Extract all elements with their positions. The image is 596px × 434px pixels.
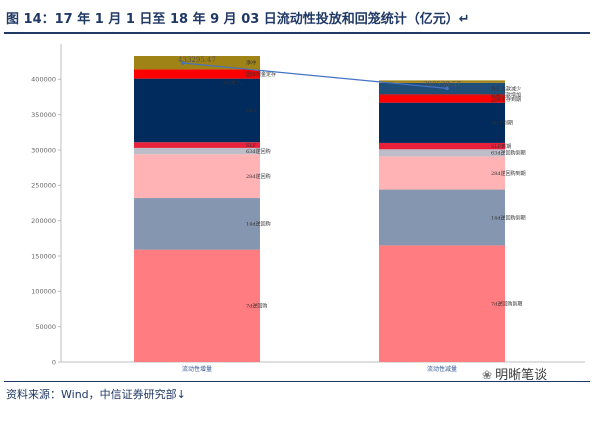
segment-label: 国库现金定存	[246, 71, 276, 78]
segment-label: 14d逆回购	[246, 221, 271, 228]
segment-label: 14d逆回购到期	[491, 214, 526, 221]
y-tick-label: 400000	[31, 76, 56, 84]
bar-segment-0-3	[134, 147, 260, 155]
bar-segment-1-6	[379, 95, 505, 103]
segment-label: 国库定存到期	[491, 96, 521, 103]
segment-label: 28d逆回购	[246, 173, 271, 180]
segment-label: SLF	[246, 143, 257, 149]
connector-line	[182, 62, 448, 89]
bar-segment-1-5	[379, 102, 505, 143]
bar-segment-1-2	[379, 156, 505, 190]
y-tick-label: 50000	[35, 323, 56, 331]
segment-label: MLF	[246, 108, 258, 114]
segment-label: 外汇占款减少	[491, 85, 521, 92]
segment-label: SLF到期	[491, 143, 511, 150]
bar-segment-1-8	[379, 82, 505, 95]
connector-point	[181, 61, 185, 65]
x-category-label: 流动性增量	[182, 365, 212, 373]
watermark: ❀ 明晰笔谈	[482, 364, 547, 383]
segment-label: 财政存款增加	[491, 92, 521, 99]
bar-segment-1-3	[379, 149, 505, 157]
segment-label: 63d逆回购	[246, 148, 271, 155]
source-note: 资料来源：Wind，中信证券研究部↓	[6, 388, 186, 401]
wechat-icon: ❀	[482, 368, 493, 382]
footer-divider	[4, 381, 590, 382]
bar-segment-1-7	[379, 94, 505, 96]
segment-label: MLF到期	[491, 120, 513, 127]
bar-segment-0-2	[134, 154, 260, 199]
title-divider	[4, 32, 590, 34]
bar-segment-0-1	[134, 198, 260, 250]
annotation-label: 38(减少)	[222, 80, 242, 87]
x-category-label: 流动性减量	[427, 365, 457, 373]
bar-segment-0-0	[134, 249, 260, 362]
y-tick-label: 150000	[31, 252, 56, 260]
bar-segment-0-4	[134, 142, 260, 148]
connector-point	[445, 86, 449, 91]
y-tick-label: 350000	[31, 111, 56, 119]
segment-label: 28d逆回购到期	[491, 170, 526, 177]
bar-total-label: 398538.57	[423, 80, 461, 88]
bar-segment-0-6	[134, 69, 260, 79]
bar-segment-1-0	[379, 245, 505, 362]
y-tick-label: 100000	[31, 288, 56, 296]
watermark-text: 明晰笔谈	[495, 368, 548, 383]
y-tick-label: 200000	[31, 217, 56, 225]
segment-label: 净冲	[246, 60, 256, 67]
segment-label: 63d逆回购到期	[491, 150, 526, 157]
segment-label: 7d逆回购	[246, 303, 267, 310]
bar-segment-0-9	[134, 56, 260, 70]
bar-segment-1-4	[379, 142, 505, 150]
y-tick-label: 0	[52, 358, 56, 366]
segment-label: 7d逆回购到期	[491, 301, 522, 308]
y-tick-label: 250000	[31, 182, 56, 190]
bar-segment-1-9	[379, 80, 505, 83]
bar-segment-1-1	[379, 189, 505, 246]
chart-title: 图 14：17 年 1 月 1 日至 18 年 9 月 03 日流动性投放和回笼…	[6, 12, 470, 27]
y-tick-label: 300000	[31, 146, 56, 154]
bar-total-label: 433295.47	[178, 56, 216, 64]
bar-segment-0-5	[134, 78, 260, 143]
